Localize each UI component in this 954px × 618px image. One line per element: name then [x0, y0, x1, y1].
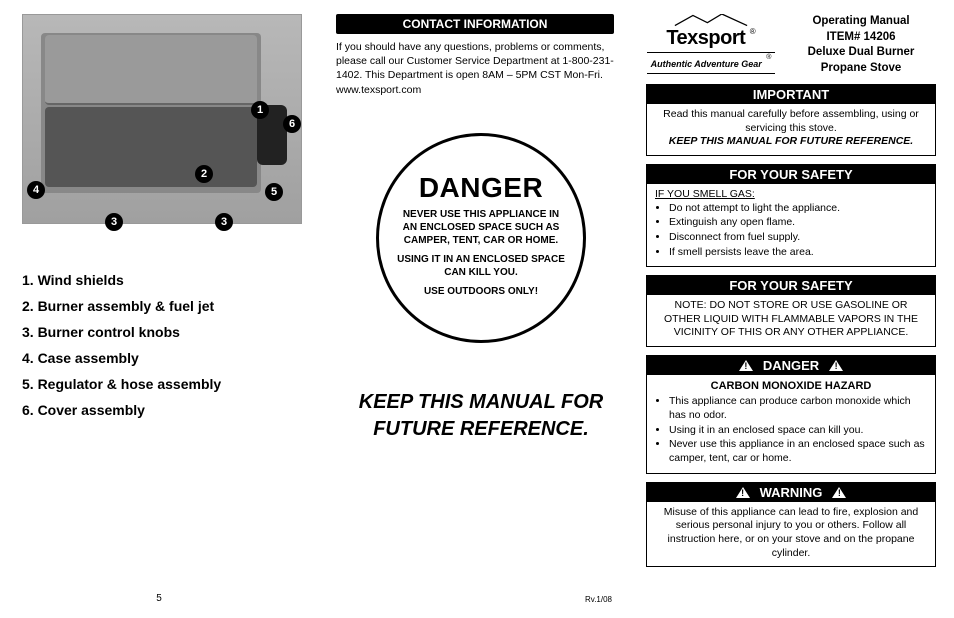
warning-triangle-icon — [829, 360, 843, 371]
safety-box-2: FOR YOUR SAFETY NOTE: DO NOT STORE OR US… — [646, 275, 936, 347]
safety-box-1: FOR YOUR SAFETY IF YOU SMELL GAS: Do not… — [646, 164, 936, 267]
product-photo: 1 2 3 3 4 5 6 — [22, 14, 302, 224]
danger-title: DANGER — [419, 172, 543, 204]
warning-triangle-icon — [832, 487, 846, 498]
page-number: 5 — [156, 593, 162, 604]
contact-header: CONTACT INFORMATION — [336, 14, 614, 34]
safety-1-item: Do not attempt to light the appliance. — [669, 202, 927, 216]
middle-column: CONTACT INFORMATION If you should have a… — [318, 0, 636, 618]
callout-4: 4 — [27, 181, 45, 199]
right-column: Texsport ® Authentic Adventure Gear ® Op… — [636, 0, 954, 618]
safety-1-lead: IF YOU SMELL GAS: — [655, 188, 927, 202]
safety-1-body: IF YOU SMELL GAS: Do not attempt to ligh… — [647, 184, 935, 266]
parts-list-item: 3. Burner control knobs — [22, 324, 308, 340]
manual-info: Operating Manual ITEM# 14206 Deluxe Dual… — [786, 14, 936, 76]
parts-list-item: 2. Burner assembly & fuel jet — [22, 298, 308, 314]
safety-1-list: Do not attempt to light the appliance. E… — [655, 202, 927, 260]
danger-box-item: This appliance can produce carbon monoxi… — [669, 395, 927, 422]
callout-2: 2 — [195, 165, 213, 183]
keep-manual-text: KEEP THIS MANUAL FOR FUTURE REFERENCE. — [336, 389, 626, 443]
parts-list-item: 4. Case assembly — [22, 350, 308, 366]
important-body: Read this manual carefully before assemb… — [647, 104, 935, 155]
callout-3b: 3 — [215, 213, 233, 231]
safety-1-item: Extinguish any open flame. — [669, 216, 927, 230]
manual-line-1: Operating Manual — [786, 14, 936, 30]
important-box: IMPORTANT Read this manual carefully bef… — [646, 84, 936, 156]
safety-1-item: Disconnect from fuel supply. — [669, 231, 927, 245]
header-row: Texsport ® Authentic Adventure Gear ® Op… — [646, 14, 936, 76]
parts-list-item: 1. Wind shields — [22, 272, 308, 288]
logo-brand-name: Texsport — [666, 27, 745, 49]
stove-lid-graphic — [45, 35, 257, 105]
danger-box-subhead: CARBON MONOXIDE HAZARD — [655, 379, 927, 393]
parts-list-item: 6. Cover assembly — [22, 402, 308, 418]
safety-1-item: If smell persists leave the area. — [669, 246, 927, 260]
parts-list: 1. Wind shields 2. Burner assembly & fue… — [22, 272, 308, 418]
brand-logo: Texsport ® Authentic Adventure Gear ® — [646, 14, 776, 74]
manual-line-4: Propane Stove — [786, 61, 936, 77]
warning-triangle-icon — [739, 360, 753, 371]
warning-box: WARNING Misuse of this appliance can lea… — [646, 482, 936, 568]
contact-text: If you should have any questions, proble… — [336, 40, 614, 97]
mountain-icon — [656, 14, 766, 27]
logo-tagline: Authentic Adventure Gear — [651, 59, 762, 69]
left-column: 1 2 3 3 4 5 6 1. Wind shields 2. Burner … — [0, 0, 318, 618]
safety-2-body: NOTE: DO NOT STORE OR USE GASOLINE OR OT… — [647, 295, 935, 346]
callout-6: 6 — [283, 115, 301, 133]
parts-list-item: 5. Regulator & hose assembly — [22, 376, 308, 392]
warning-triangle-icon — [736, 487, 750, 498]
manual-line-2: ITEM# 14206 — [786, 30, 936, 46]
danger-box-item: Using it in an enclosed space can kill y… — [669, 424, 927, 438]
important-line-2: KEEP THIS MANUAL FOR FUTURE REFERENCE. — [655, 135, 927, 149]
revision-text: Rv.1/08 — [585, 595, 612, 604]
danger-box-body: CARBON MONOXIDE HAZARD This appliance ca… — [647, 375, 935, 473]
warning-box-header-text: WARNING — [760, 485, 823, 500]
callout-5: 5 — [265, 183, 283, 201]
logo-registered-mark: ® — [750, 27, 756, 36]
danger-circle: DANGER NEVER USE THIS APPLIANCE IN AN EN… — [376, 133, 586, 343]
safety-2-header: FOR YOUR SAFETY — [647, 276, 935, 295]
warning-box-body: Misuse of this appliance can lead to fir… — [647, 502, 935, 567]
safety-1-header: FOR YOUR SAFETY — [647, 165, 935, 184]
stove-base-graphic — [45, 107, 257, 187]
danger-paragraph-3: USE OUTDOORS ONLY! — [397, 285, 565, 298]
danger-paragraph-1: NEVER USE THIS APPLIANCE IN AN ENCLOSED … — [397, 208, 565, 247]
danger-box: DANGER CARBON MONOXIDE HAZARD This appli… — [646, 355, 936, 474]
danger-box-header-text: DANGER — [763, 358, 819, 373]
danger-body: NEVER USE THIS APPLIANCE IN AN ENCLOSED … — [397, 208, 565, 304]
manual-line-3: Deluxe Dual Burner — [786, 45, 936, 61]
danger-paragraph-2: USING IT IN AN ENCLOSED SPACE CAN KILL Y… — [397, 253, 565, 279]
logo-registered-mark-2: ® — [766, 54, 771, 61]
danger-box-item: Never use this appliance in an enclosed … — [669, 438, 927, 465]
important-line-1: Read this manual carefully before assemb… — [655, 108, 927, 135]
warning-box-header: WARNING — [647, 483, 935, 502]
danger-box-header: DANGER — [647, 356, 935, 375]
danger-box-list: This appliance can produce carbon monoxi… — [655, 395, 927, 465]
callout-3a: 3 — [105, 213, 123, 231]
important-header: IMPORTANT — [647, 85, 935, 104]
callout-1: 1 — [251, 101, 269, 119]
